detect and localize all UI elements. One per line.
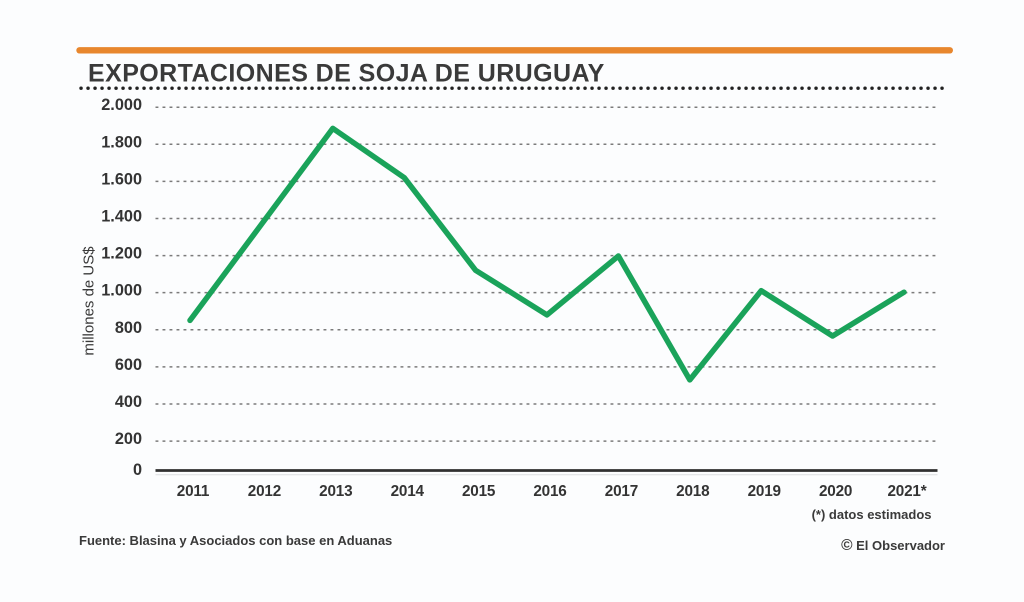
svg-text:Fuente: Blasina y Asociados co: Fuente: Blasina y Asociados con base en … [79, 533, 392, 548]
svg-text:1.000: 1.000 [101, 282, 142, 300]
svg-text:2014: 2014 [391, 483, 425, 500]
svg-text:2021*: 2021* [888, 483, 927, 500]
svg-text:800: 800 [115, 319, 142, 337]
svg-text:2018: 2018 [676, 483, 710, 500]
svg-text:(*) datos estimados: (*) datos estimados [812, 507, 932, 522]
svg-text:0: 0 [133, 461, 142, 479]
svg-text:1.400: 1.400 [101, 208, 142, 226]
svg-text:2017: 2017 [605, 483, 638, 500]
svg-text:2015: 2015 [462, 483, 496, 500]
svg-text:2.000: 2.000 [101, 96, 142, 114]
svg-text:400: 400 [115, 393, 142, 411]
svg-text:2013: 2013 [319, 483, 352, 500]
svg-text:2012: 2012 [248, 483, 281, 500]
svg-text:2019: 2019 [748, 483, 781, 500]
svg-text:EXPORTACIONES DE SOJA DE URUGU: EXPORTACIONES DE SOJA DE URUGUAY [88, 60, 605, 88]
svg-text:2016: 2016 [533, 483, 566, 500]
svg-text:1.800: 1.800 [101, 133, 142, 151]
svg-text:1.200: 1.200 [101, 245, 142, 263]
svg-text:2020: 2020 [819, 483, 852, 500]
svg-text:2011: 2011 [177, 483, 210, 500]
svg-text:600: 600 [115, 356, 142, 374]
svg-text:© El Observador: © El Observador [841, 537, 945, 554]
svg-text:200: 200 [115, 430, 142, 448]
svg-text:1.600: 1.600 [101, 170, 142, 188]
svg-text:millones de US$: millones de US$ [81, 246, 98, 356]
